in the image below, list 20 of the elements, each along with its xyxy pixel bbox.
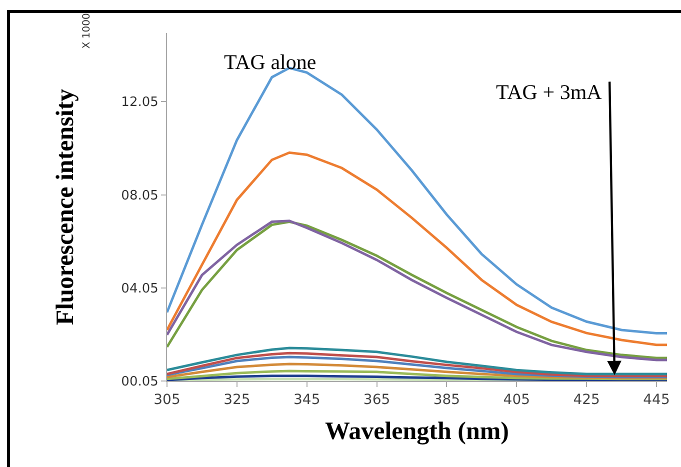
line-series (167, 151, 667, 346)
y-tick-label: 04.05 (121, 281, 158, 296)
x-tick-label: 425 (573, 392, 600, 408)
text: X 1000 (81, 13, 92, 49)
annotation: TAG alone (224, 50, 316, 74)
x-tick-label: 365 (363, 392, 390, 408)
line-series (167, 352, 667, 378)
x-tick-label: 305 (154, 392, 180, 408)
x-axis-title: Wavelength (nm) (324, 418, 510, 445)
y-axis-title: Fluorescence intensity (52, 88, 79, 326)
x-tick-label: 325 (224, 392, 250, 408)
y-tick-label: 12.05 (121, 95, 158, 110)
x-tick-label: 345 (293, 392, 320, 408)
x-tick-label: 385 (433, 392, 460, 408)
x-tick-label: 405 (503, 392, 530, 408)
x-tick-label: 445 (643, 392, 670, 408)
annotation: TAG + 3mA (496, 80, 603, 104)
line-series (167, 346, 667, 376)
y-tick-label: 08.05 (121, 188, 158, 204)
y-tick-label: 00.05 (121, 374, 158, 390)
